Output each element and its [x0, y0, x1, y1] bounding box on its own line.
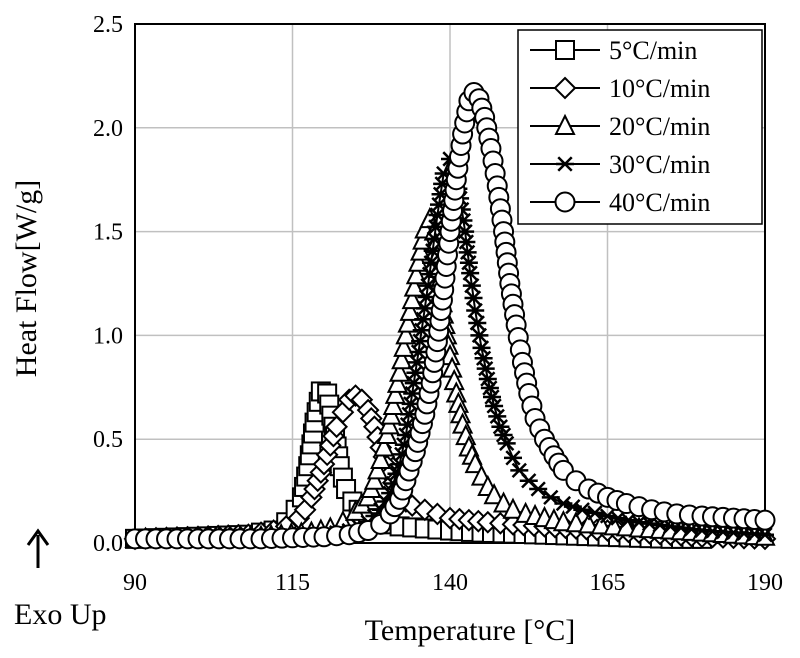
x-axis-title: Temperature [°C]: [365, 614, 576, 647]
legend-item: 20°C/min: [530, 112, 710, 141]
legend-label: 5°C/min: [609, 36, 697, 65]
y-axis-title: Heat Flow[W/g]: [10, 180, 43, 377]
star-marker: [497, 435, 516, 451]
star-marker: [585, 505, 604, 521]
triangle-marker: [401, 287, 423, 310]
star-marker: [466, 302, 485, 319]
star-marker: [488, 408, 507, 424]
triangle-marker: [603, 514, 625, 536]
star-marker: [756, 527, 774, 543]
y-tick-labels: 0.0 0.5 1.0 1.5 2.0 2.5: [93, 12, 123, 557]
exo-up-label: Exo Up: [14, 598, 107, 631]
star-marker: [480, 380, 499, 396]
exo-up-annotation: Exo Up: [14, 528, 107, 631]
y-tick-label: 1.5: [93, 220, 123, 246]
star-marker: [485, 398, 504, 414]
legend-label: 20°C/min: [609, 112, 710, 141]
star-marker: [464, 290, 483, 306]
legend-label: 30°C/min: [609, 150, 710, 179]
triangle-marker: [464, 451, 486, 474]
star-marker: [461, 265, 480, 281]
triangle-marker: [397, 311, 419, 333]
triangle-marker: [590, 513, 612, 535]
star-marker: [468, 315, 487, 331]
legend-item: 30°C/min: [530, 150, 710, 179]
exo-up-arrow-icon: [26, 528, 50, 546]
star-marker: [462, 277, 481, 294]
series-circle: [124, 82, 776, 550]
star-marker: [504, 450, 522, 466]
y-tick-label: 0.0: [93, 531, 123, 557]
star-marker: [494, 427, 513, 443]
plot-frame: [134, 23, 766, 544]
y-tick-label: 2.0: [93, 116, 123, 142]
star-marker: [483, 389, 501, 405]
triangle-marker: [554, 113, 576, 135]
x-tick-labels: 90 115 140 165 190: [123, 570, 783, 596]
triangle-marker: [388, 360, 411, 382]
legend: 5°C/min 10°C/min 20°C/min 30°C/min 40°C/min: [517, 29, 763, 225]
triangle-marker: [363, 468, 386, 490]
triangle-marker: [399, 299, 421, 321]
triangle-marker: [382, 393, 404, 415]
triangle-marker: [502, 497, 524, 519]
triangle-marker: [373, 435, 395, 457]
triangle-marker: [565, 511, 587, 533]
triangle-marker: [391, 348, 413, 370]
star-marker: [491, 419, 510, 435]
x-tick-label: 190: [747, 570, 783, 596]
star-marker: [470, 327, 489, 344]
x-tick-label: 165: [590, 570, 626, 596]
circle-marker: [754, 509, 776, 531]
x-tick-label: 115: [275, 570, 310, 596]
triangle-marker: [577, 512, 600, 534]
diamond-marker: [553, 76, 577, 100]
triangle-marker: [370, 447, 392, 469]
triangle-marker: [552, 510, 575, 532]
star-marker: [510, 462, 529, 478]
legend-item: 5°C/min: [530, 36, 697, 65]
triangle-marker: [483, 483, 505, 505]
triangle-marker: [395, 323, 417, 345]
y-tick-label: 0.5: [93, 427, 123, 453]
triangle-marker: [492, 491, 515, 513]
x-tick-label: 90: [123, 570, 147, 596]
legend-label: 10°C/min: [609, 74, 710, 103]
series-layer: [123, 82, 777, 551]
triangle-marker: [386, 371, 409, 393]
y-tick-label: 1.0: [93, 323, 123, 349]
star-marker: [529, 481, 548, 497]
triangle-marker: [366, 458, 389, 480]
circle-marker: [554, 191, 576, 213]
y-tick-label: 2.5: [93, 12, 123, 38]
star-marker: [556, 156, 574, 172]
star-marker: [573, 502, 592, 518]
legend-item: 10°C/min: [530, 74, 710, 103]
star-marker: [478, 371, 497, 387]
triangle-marker: [393, 335, 415, 357]
legend-item: 40°C/min: [530, 188, 710, 217]
x-tick-label: 140: [432, 570, 468, 596]
legend-label: 40°C/min: [609, 188, 710, 217]
square-marker: [555, 40, 575, 60]
triangle-marker: [384, 382, 407, 404]
